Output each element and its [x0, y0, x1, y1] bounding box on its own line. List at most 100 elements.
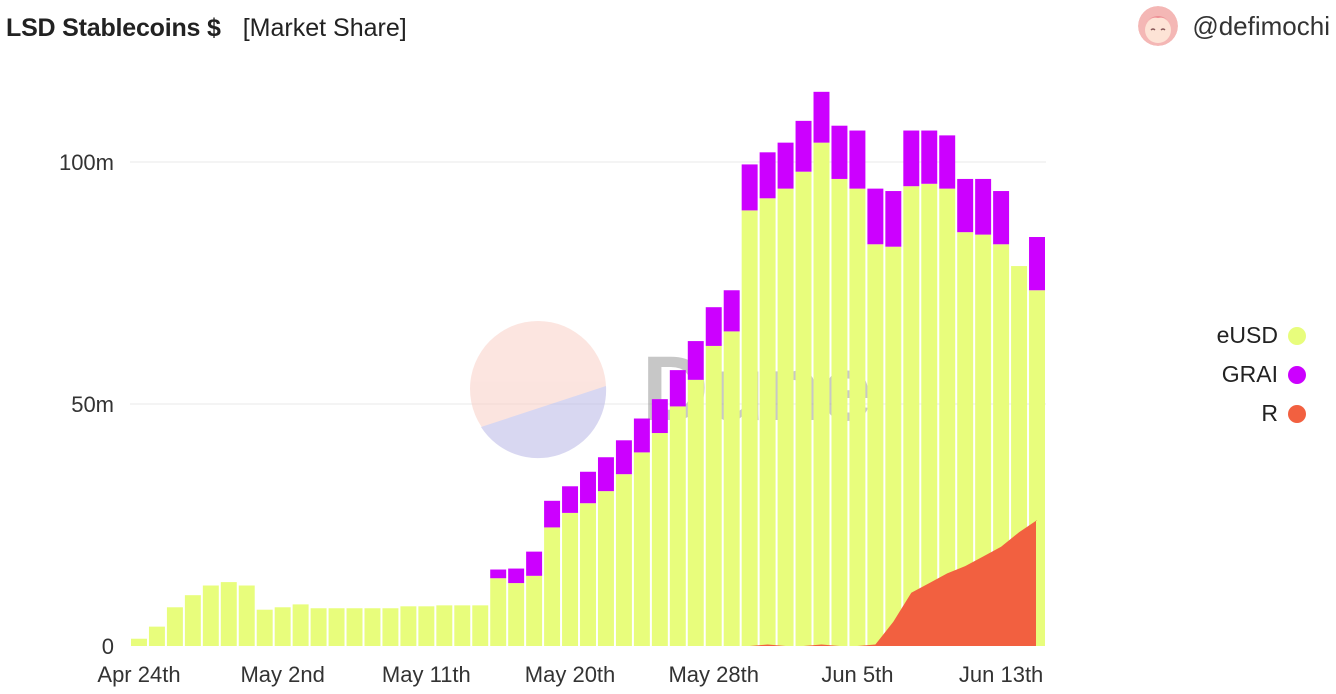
bar-grai[interactable]: [508, 568, 525, 584]
avatar[interactable]: [1138, 6, 1179, 46]
bar-grai[interactable]: [597, 457, 614, 492]
bar-grai[interactable]: [795, 120, 812, 172]
bar-grai[interactable]: [633, 418, 650, 453]
bar-eusd[interactable]: [454, 605, 471, 646]
bar-grai[interactable]: [526, 551, 543, 576]
legend-item-grai[interactable]: GRAI: [1217, 355, 1306, 394]
bar-eusd[interactable]: [669, 406, 686, 646]
bar-eusd[interactable]: [490, 578, 507, 646]
bar-eusd[interactable]: [238, 585, 255, 647]
bar-grai[interactable]: [921, 130, 938, 184]
x-tick-label: May 28th: [668, 662, 759, 687]
bar-eusd[interactable]: [597, 491, 614, 646]
bar-eusd[interactable]: [202, 585, 219, 647]
y-tick-label: 0: [102, 634, 114, 659]
bar-eusd[interactable]: [418, 606, 435, 646]
bar-eusd[interactable]: [651, 433, 668, 646]
x-tick-label: Jun 13th: [959, 662, 1043, 687]
bar-eusd[interactable]: [148, 626, 165, 646]
legend-item-eusd[interactable]: eUSD: [1217, 316, 1306, 355]
bar-grai[interactable]: [1029, 237, 1045, 291]
bar-grai[interactable]: [580, 471, 596, 504]
bar-eusd[interactable]: [166, 607, 183, 646]
bar-grai[interactable]: [993, 191, 1010, 245]
bar-eusd[interactable]: [220, 582, 237, 646]
bar-eusd[interactable]: [687, 379, 704, 646]
bar-grai[interactable]: [741, 164, 758, 211]
bar-eusd[interactable]: [759, 198, 776, 647]
bar-eusd[interactable]: [544, 527, 561, 646]
bar-eusd[interactable]: [921, 183, 938, 646]
bar-grai[interactable]: [723, 290, 740, 332]
bar-grai[interactable]: [903, 130, 920, 187]
chart-subtitle: [Market Share]: [242, 13, 407, 42]
bar-eusd[interactable]: [472, 605, 489, 646]
bar-eusd[interactable]: [131, 638, 147, 646]
bar-eusd[interactable]: [975, 234, 992, 646]
bar-eusd[interactable]: [274, 607, 291, 646]
avatar-icon: [1138, 6, 1179, 46]
bar-eusd[interactable]: [741, 210, 758, 646]
legend-dot: [1288, 404, 1306, 423]
legend-item-r[interactable]: R: [1217, 394, 1306, 433]
bar-eusd[interactable]: [184, 595, 201, 646]
bar-eusd[interactable]: [508, 583, 525, 646]
bar-grai[interactable]: [544, 500, 561, 528]
bar-grai[interactable]: [669, 370, 686, 407]
bar-eusd[interactable]: [867, 244, 884, 646]
chart-title: LSD Stablecoins $: [6, 13, 221, 42]
bar-grai[interactable]: [849, 130, 866, 189]
bar-grai[interactable]: [651, 399, 668, 434]
bar-grai[interactable]: [615, 440, 632, 475]
bar-eusd[interactable]: [849, 188, 866, 646]
bar-eusd[interactable]: [795, 171, 812, 646]
bar-grai[interactable]: [759, 152, 776, 199]
bars-layer: [131, 91, 1045, 647]
bar-grai[interactable]: [885, 191, 902, 247]
bar-grai[interactable]: [975, 178, 992, 235]
x-tick-label: May 11th: [382, 662, 471, 687]
bar-eusd[interactable]: [256, 609, 273, 646]
bar-grai[interactable]: [562, 486, 579, 513]
bar-eusd[interactable]: [346, 608, 363, 646]
bar-eusd[interactable]: [310, 608, 327, 646]
bar-eusd[interactable]: [615, 474, 632, 646]
bar-eusd[interactable]: [723, 331, 740, 646]
bar-eusd[interactable]: [939, 188, 956, 646]
bar-eusd[interactable]: [364, 608, 381, 646]
author[interactable]: @defimochi: [1138, 6, 1330, 46]
bar-eusd[interactable]: [580, 503, 596, 646]
bar-eusd[interactable]: [903, 186, 920, 646]
bar-grai[interactable]: [939, 135, 956, 189]
bar-eusd[interactable]: [705, 345, 722, 646]
bar-eusd[interactable]: [526, 575, 543, 646]
watermark-circle-lower: [481, 386, 607, 459]
x-axis: Apr 24th May 2nd May 11th May 20th May 28th J…: [97, 662, 1043, 687]
bar-eusd[interactable]: [831, 178, 848, 646]
bar-eusd[interactable]: [885, 246, 902, 646]
bar-eusd[interactable]: [957, 232, 974, 646]
y-tick-label: 50m: [71, 392, 114, 417]
bar-grai[interactable]: [490, 569, 507, 579]
bar-grai[interactable]: [831, 125, 848, 179]
bar-eusd[interactable]: [777, 188, 794, 646]
x-tick-label: Apr 24th: [97, 662, 180, 687]
legend-label: R: [1261, 400, 1278, 426]
bar-eusd[interactable]: [382, 608, 399, 646]
bar-grai[interactable]: [705, 307, 722, 346]
bar-eusd[interactable]: [633, 452, 650, 646]
bar-grai[interactable]: [687, 341, 704, 380]
bar-eusd[interactable]: [562, 512, 579, 646]
bar-grai[interactable]: [777, 142, 794, 189]
area-r[interactable]: [138, 520, 1038, 646]
bar-grai[interactable]: [867, 188, 884, 245]
bar-eusd[interactable]: [328, 608, 345, 646]
bar-eusd[interactable]: [813, 142, 830, 646]
author-handle[interactable]: @defimochi: [1192, 10, 1330, 41]
bar-eusd[interactable]: [436, 605, 453, 646]
bar-eusd[interactable]: [292, 604, 309, 646]
bar-grai[interactable]: [957, 178, 974, 233]
bar-grai[interactable]: [813, 91, 830, 143]
bar-eusd[interactable]: [400, 606, 417, 646]
y-axis: 0 50m 100m: [59, 150, 114, 659]
